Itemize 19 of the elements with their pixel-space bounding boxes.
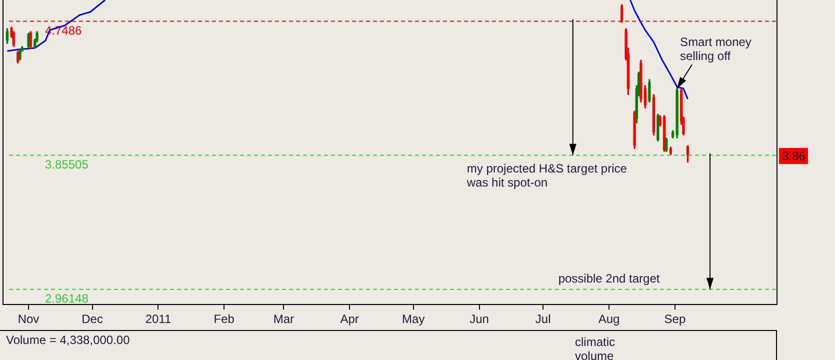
- text: 3.86: [779, 148, 808, 164]
- x-tick-label: Mar: [273, 312, 294, 326]
- x-tick-label: Nov: [18, 312, 40, 326]
- text: Volume = 4,338,000.00: [6, 333, 130, 347]
- x-tick-label: Apr: [340, 312, 359, 326]
- annotation: my projected H&S target price was hit spot-on: [466, 162, 628, 190]
- x-tick-label: Aug: [598, 312, 620, 326]
- x-tick-label: 2011: [145, 312, 172, 326]
- y-tick-label: 2.96148: [45, 292, 89, 306]
- x-tick-label: Dec: [82, 312, 103, 326]
- text: climatic volume: [575, 335, 616, 360]
- annotation: Smart money selling off: [680, 34, 752, 63]
- x-tick-label: Sep: [664, 312, 686, 326]
- x-tick-label: Jun: [470, 312, 489, 326]
- x-tick-label: Feb: [214, 312, 235, 326]
- x-tick-label: Jul: [535, 312, 551, 326]
- x-tick-label: May: [402, 312, 425, 326]
- y-tick-label: 3.85505: [45, 158, 89, 172]
- annotation: possible 2nd target: [558, 272, 660, 286]
